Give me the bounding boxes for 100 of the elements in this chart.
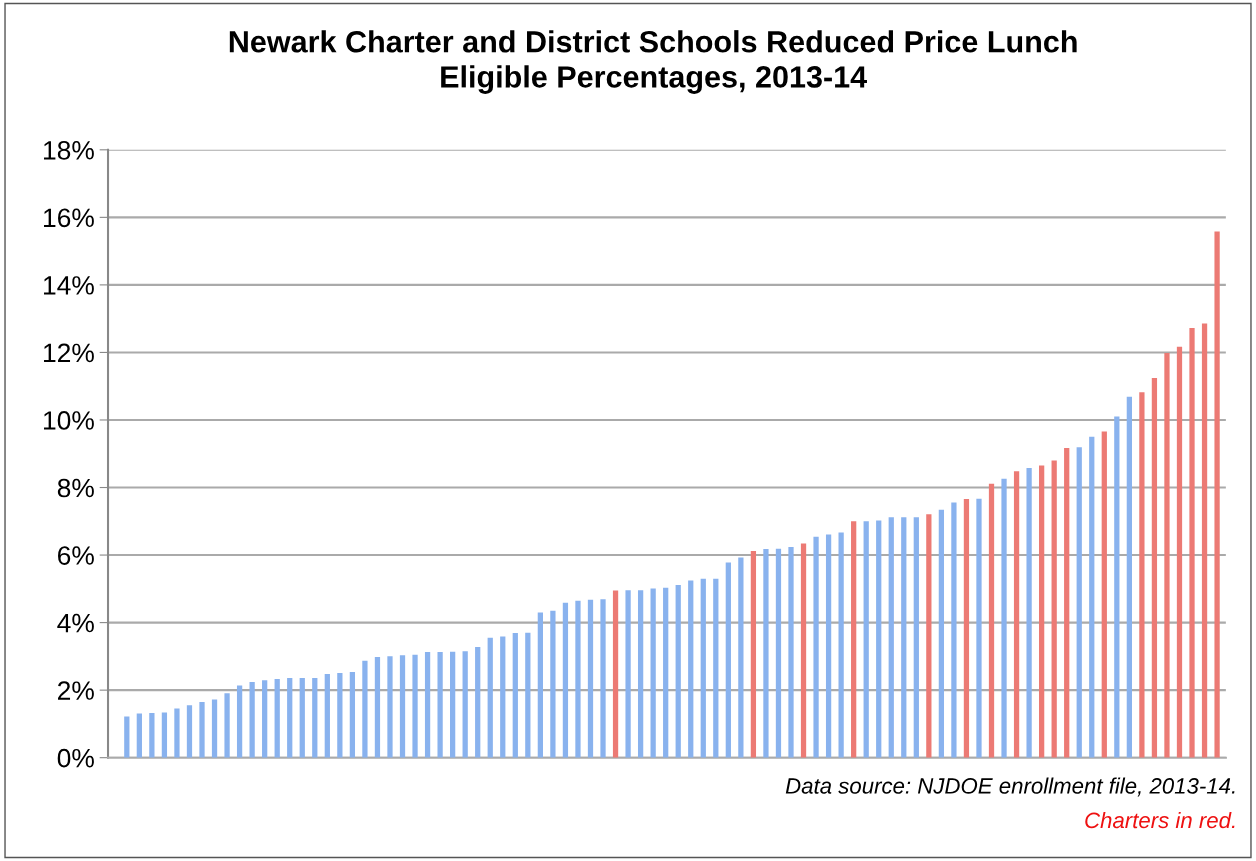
bar [374,657,381,758]
bar [775,548,782,758]
bar [851,521,857,758]
bar [324,673,330,758]
bar [738,557,744,758]
bar [124,716,130,758]
bar [1139,392,1145,758]
bar [1013,471,1020,758]
bar [236,685,243,758]
bar [888,517,894,758]
text: Charters in red. [1085,811,1235,829]
bar [675,585,681,758]
y-tick-label: 10% [44,411,94,430]
bar [587,599,594,758]
bar [963,499,970,758]
bar [863,521,869,758]
bar [800,543,807,758]
chart-title: Newark Charter and District Schools Reduced Price Lunch Eligible Percentages, 2013-14 [229,30,1077,94]
bar [1001,478,1007,758]
bar [349,671,356,758]
bar [186,705,193,758]
bar [399,655,406,758]
source-note: Data source: NJDOE enrollment file, 2013-14. [785,777,1235,797]
y-tick-label: 6% [58,546,94,565]
bar [938,509,945,758]
bar [437,651,443,758]
bar [224,693,230,758]
bar [1189,328,1195,758]
bar [287,677,293,758]
bar [1076,447,1082,758]
bar [450,651,456,758]
y-tick-label: 8% [57,478,94,498]
bar [550,610,556,758]
bar [487,637,493,758]
bar [512,633,518,758]
y-tick-label: 18% [44,140,94,160]
bar [475,646,481,758]
bar [1201,323,1208,758]
bar [625,590,631,758]
bar [600,599,606,758]
bar [211,699,218,758]
bar [1051,460,1057,758]
y-tick-label: 12% [44,343,94,363]
bar [951,502,957,758]
bar [575,600,581,758]
bar [537,612,543,758]
bar [1114,416,1120,758]
bar [1164,353,1170,758]
bar [988,483,995,758]
bar [562,602,569,758]
y-tick-label: 4% [57,613,94,633]
bar [299,677,305,758]
bar [750,551,757,758]
bar [274,679,280,758]
bar [424,651,431,758]
bar [1101,431,1107,758]
bar [901,517,907,758]
bar [174,708,180,758]
bar [713,578,719,758]
bar [725,562,731,758]
bar [876,520,882,758]
bar [637,590,644,758]
bar [813,536,819,758]
bar [612,590,619,758]
bar [1214,231,1220,758]
bar [249,682,255,758]
bar [161,712,168,758]
bar [500,636,506,758]
bar [926,514,932,758]
bar [838,532,844,758]
bar [1151,378,1158,758]
bar [362,660,368,758]
bar [149,713,155,758]
y-tick-label: 2% [58,681,94,700]
bar [763,548,769,758]
bar [1039,465,1045,758]
bar [825,534,832,758]
bar [650,588,656,758]
bar [688,580,694,758]
bar [462,651,468,758]
bar [700,578,706,758]
bar [262,680,268,758]
bar [337,672,343,758]
bar [1176,346,1183,758]
bar [312,677,318,758]
y-tick-label: 16% [44,208,94,228]
bar [525,632,531,758]
bar [976,498,982,758]
y-tick-label: 14% [44,276,94,295]
bar [136,713,142,758]
bar [1126,396,1132,758]
bar [1064,448,1070,758]
bar [412,654,418,758]
bar [1089,436,1095,758]
bar [788,546,794,758]
y-tick-label: 0% [57,748,94,768]
bar [387,656,393,758]
bar [663,587,669,758]
bar [1026,467,1032,758]
bar [913,517,919,758]
